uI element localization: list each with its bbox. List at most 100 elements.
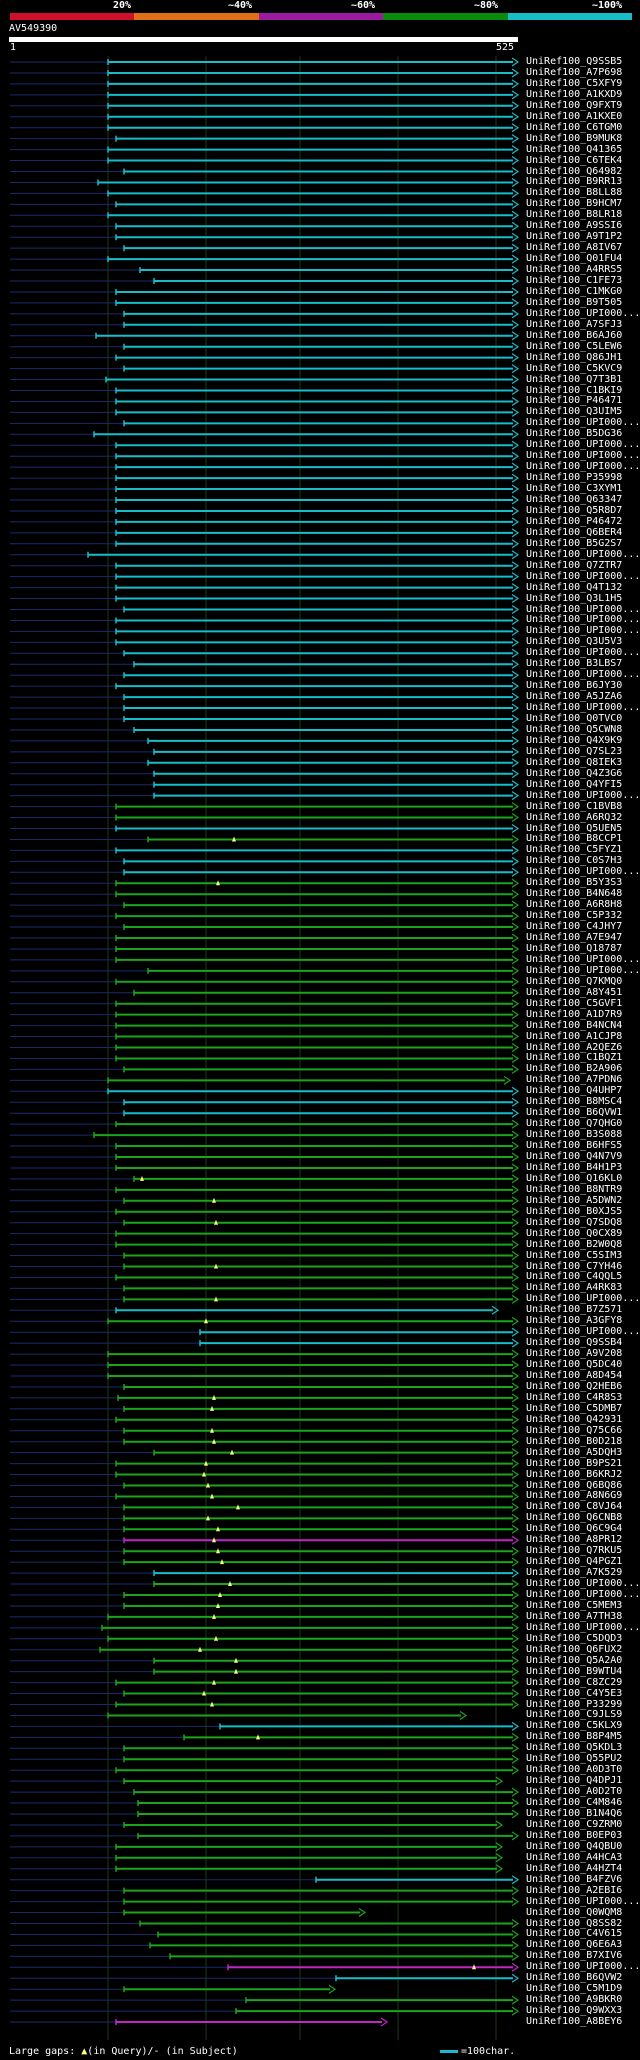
hit-label[interactable]: UniRef100_Q7SDQ8 xyxy=(526,1216,623,1228)
hit-label[interactable]: UniRef100_Q63347 xyxy=(526,494,623,505)
hit-label[interactable]: UniRef100_C5FYZ1 xyxy=(526,844,623,856)
hit-label[interactable]: UniRef100_UPI000... xyxy=(526,1293,640,1305)
hit-label[interactable]: UniRef100_Q9SSB4 xyxy=(526,1337,623,1349)
hit-label[interactable]: UniRef100_A0D3T0 xyxy=(526,1764,623,1776)
hit-label[interactable]: UniRef100_Q0CX89 xyxy=(526,1227,623,1239)
hit-label[interactable]: UniRef100_B8P4M5 xyxy=(526,1731,623,1743)
hit-label[interactable]: UniRef100_B6HFS5 xyxy=(526,1140,623,1152)
hit-label[interactable]: UniRef100_A8PR12 xyxy=(526,1534,623,1546)
hit-label[interactable]: UniRef100_UPI000... xyxy=(526,964,640,976)
hit-label[interactable]: UniRef100_Q55PU2 xyxy=(526,1753,623,1765)
hit-label[interactable]: UniRef100_Q5R8D7 xyxy=(526,504,623,516)
hit-label[interactable]: UniRef100_B8LR18 xyxy=(526,209,623,221)
hit-label[interactable]: UniRef100_A1KXD9 xyxy=(526,88,623,100)
hit-label[interactable]: UniRef100_A0D2T0 xyxy=(526,1786,623,1798)
hit-label[interactable]: UniRef100_B0EP03 xyxy=(526,1829,623,1841)
hit-label[interactable]: UniRef100_Q41365 xyxy=(526,143,623,155)
hit-label[interactable]: UniRef100_Q6BER4 xyxy=(526,526,623,538)
hit-label[interactable]: UniRef100_C4V615 xyxy=(526,1928,623,1940)
hit-label[interactable]: UniRef100_C5M1D9 xyxy=(526,1983,623,1995)
hit-label[interactable]: UniRef100_UPI000... xyxy=(526,1589,640,1600)
hit-label[interactable]: UniRef100_Q4YFI5 xyxy=(526,778,623,790)
hit-label[interactable]: UniRef100_Q2HEB6 xyxy=(526,1380,623,1392)
hit-label[interactable]: UniRef100_C4M846 xyxy=(526,1797,623,1809)
hit-label[interactable]: UniRef100_C1BKI9 xyxy=(526,384,623,396)
hit-label[interactable]: UniRef100_C1MKG0 xyxy=(526,285,623,297)
hit-label[interactable]: UniRef100_UPI000... xyxy=(526,669,640,681)
hit-label[interactable]: UniRef100_C5DMB7 xyxy=(526,1402,623,1414)
hit-label[interactable]: UniRef100_Q3L1H5 xyxy=(526,592,623,604)
hit-label[interactable]: UniRef100_A7K529 xyxy=(526,1567,623,1579)
hit-label[interactable]: UniRef100_C5KLX9 xyxy=(526,1720,623,1732)
hit-label[interactable]: UniRef100_Q8SS82 xyxy=(526,1917,623,1929)
hit-label[interactable]: UniRef100_UPI000... xyxy=(526,603,640,615)
hit-label[interactable]: UniRef100_B1N4Q6 xyxy=(526,1808,623,1819)
hit-label[interactable]: UniRef100_B9PS21 xyxy=(526,1457,623,1469)
hit-label[interactable]: UniRef100_Q7T3B1 xyxy=(526,373,623,385)
hit-label[interactable]: UniRef100_C7YH46 xyxy=(526,1260,623,1272)
hit-label[interactable]: UniRef100_B2A906 xyxy=(526,1063,623,1075)
hit-label[interactable]: UniRef100_UPI000... xyxy=(526,1621,640,1633)
hit-label[interactable]: UniRef100_UPI000... xyxy=(526,1578,640,1590)
hit-label[interactable]: UniRef100_Q5DC40 xyxy=(526,1359,623,1371)
hit-label[interactable]: UniRef100_P46471 xyxy=(526,395,623,407)
hit-label[interactable]: UniRef100_Q5CWN8 xyxy=(526,723,623,735)
hit-label[interactable]: UniRef100_A1D7R9 xyxy=(526,1008,623,1020)
hit-label[interactable]: UniRef100_UPI000... xyxy=(526,570,640,582)
hit-label[interactable]: UniRef100_P33299 xyxy=(526,1698,623,1710)
hit-label[interactable]: UniRef100_B5Y3S3 xyxy=(526,877,623,889)
hit-label[interactable]: UniRef100_Q5A2A0 xyxy=(526,1654,623,1666)
hit-label[interactable]: UniRef100_Q7RKU5 xyxy=(526,1545,623,1557)
hit-label[interactable]: UniRef100_A4HZT4 xyxy=(526,1862,623,1874)
hit-label[interactable]: UniRef100_B6AJ60 xyxy=(526,329,623,341)
hit-label[interactable]: UniRef100_C5KVC9 xyxy=(526,362,623,374)
hit-label[interactable]: UniRef100_Q4PGZ1 xyxy=(526,1556,623,1568)
hit-label[interactable]: UniRef100_A7SFJ3 xyxy=(526,318,623,330)
hit-label[interactable]: UniRef100_C5SIM3 xyxy=(526,1249,623,1261)
hit-label[interactable]: UniRef100_Q4N7V9 xyxy=(526,1151,623,1162)
hit-label[interactable]: UniRef100_C0S7H3 xyxy=(526,855,623,867)
hit-label[interactable]: UniRef100_Q4QBU0 xyxy=(526,1840,623,1852)
hit-label[interactable]: UniRef100_B7XIV6 xyxy=(526,1950,623,1962)
hit-label[interactable]: UniRef100_A7E947 xyxy=(526,932,623,943)
hit-label[interactable]: UniRef100_Q64982 xyxy=(526,165,623,177)
hit-label[interactable]: UniRef100_C9JLS9 xyxy=(526,1709,623,1721)
hit-label[interactable]: UniRef100_C1BQZ1 xyxy=(526,1052,623,1064)
hit-label[interactable]: UniRef100_Q6C9G4 xyxy=(526,1523,623,1535)
hit-label[interactable]: UniRef100_Q3U5V3 xyxy=(526,636,623,648)
hit-label[interactable]: UniRef100_Q9WXX3 xyxy=(526,2005,623,2017)
hit-label[interactable]: UniRef100_C4Y5E3 xyxy=(526,1687,623,1699)
hit-label[interactable]: UniRef100_P46472 xyxy=(526,515,623,527)
hit-label[interactable]: UniRef100_Q86JH1 xyxy=(526,351,623,363)
hit-label[interactable]: UniRef100_B7Z571 xyxy=(526,1304,623,1316)
hit-label[interactable]: UniRef100_A8BEY6 xyxy=(526,2016,623,2028)
hit-label[interactable]: UniRef100_B9RR13 xyxy=(526,176,623,188)
hit-label[interactable]: UniRef100_A9T1P2 xyxy=(526,231,623,243)
hit-label[interactable]: UniRef100_B0XJS5 xyxy=(526,1205,623,1217)
hit-label[interactable]: UniRef100_B9WTU4 xyxy=(526,1665,623,1677)
hit-label[interactable]: UniRef100_Q9SSB5 xyxy=(526,56,623,67)
hit-label[interactable]: UniRef100_Q0WQM8 xyxy=(526,1906,623,1918)
hit-label[interactable]: UniRef100_UPI000... xyxy=(526,450,640,462)
hit-label[interactable]: UniRef100_Q7ZTR7 xyxy=(526,559,623,571)
hit-label[interactable]: UniRef100_UPI000... xyxy=(526,307,640,319)
hit-label[interactable]: UniRef100_C5P332 xyxy=(526,910,623,922)
hit-label[interactable]: UniRef100_C5MEM3 xyxy=(526,1599,623,1611)
hit-label[interactable]: UniRef100_B6JY30 xyxy=(526,680,623,692)
hit-label[interactable]: UniRef100_B8CCP1 xyxy=(526,833,623,845)
hit-label[interactable]: UniRef100_C8VJ64 xyxy=(526,1501,623,1513)
hit-label[interactable]: UniRef100_Q7KMQ0 xyxy=(526,975,623,987)
hit-label[interactable]: UniRef100_Q4X9K9 xyxy=(526,734,623,746)
hit-label[interactable]: UniRef100_UPI000... xyxy=(526,702,640,714)
hit-label[interactable]: UniRef100_Q9FXT9 xyxy=(526,99,623,111)
hit-label[interactable]: UniRef100_Q5KDL3 xyxy=(526,1742,623,1754)
hit-label[interactable]: UniRef100_B3S088 xyxy=(526,1129,623,1141)
hit-label[interactable]: UniRef100_B8LL88 xyxy=(526,187,623,199)
hit-label[interactable]: UniRef100_A8Y451 xyxy=(526,986,623,998)
hit-label[interactable]: UniRef100_C5DQD3 xyxy=(526,1632,623,1644)
hit-label[interactable]: UniRef100_UPI000... xyxy=(526,461,640,473)
hit-label[interactable]: UniRef100_Q01FU4 xyxy=(526,253,623,265)
hit-label[interactable]: UniRef100_B8NTR9 xyxy=(526,1183,623,1195)
hit-label[interactable]: UniRef100_A2QEZ6 xyxy=(526,1041,623,1053)
hit-label[interactable]: UniRef100_Q4DPJ1 xyxy=(526,1775,623,1787)
